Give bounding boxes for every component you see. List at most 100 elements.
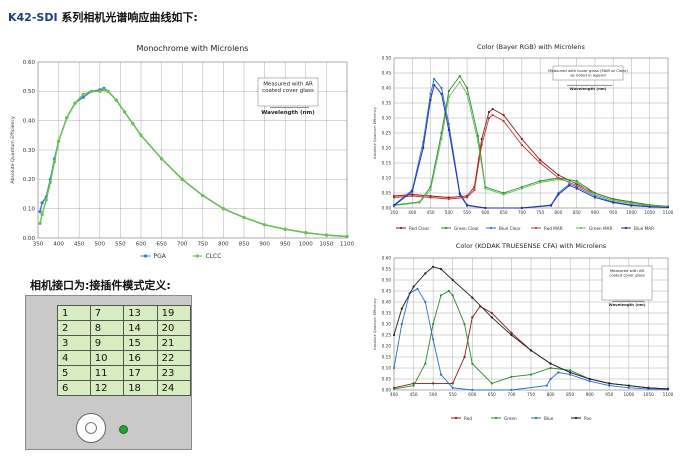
legend-label: Green — [504, 416, 517, 421]
chart-bayer-rgb: Color (Bayer RGB) with Microlens 350 400 45… — [373, 43, 674, 231]
y-tick-label: 0.30 — [382, 115, 392, 120]
data-point — [451, 386, 454, 389]
data-point — [549, 377, 552, 381]
x-tick-label: 650 — [500, 210, 508, 215]
data-point — [575, 181, 578, 184]
legend-marker — [624, 226, 628, 230]
data-point — [38, 221, 42, 225]
x-tick-label: 500 — [445, 210, 453, 215]
data-point — [627, 384, 630, 387]
data-point — [81, 92, 85, 96]
x-axis-label: Wavelength (nm) — [261, 110, 315, 116]
legend-label: PGA — [154, 253, 167, 260]
legend-label: Red MAR — [544, 226, 563, 231]
data-point — [608, 382, 611, 385]
legend-marker — [454, 416, 458, 420]
data-point — [122, 110, 127, 114]
legend-marker — [534, 226, 538, 230]
data-point — [588, 380, 591, 383]
data-point — [412, 285, 415, 288]
data-point — [529, 373, 533, 376]
y-axis-label: Absolute Quantum Efficiency — [373, 298, 377, 350]
x-axis-label: Wavelength (nm) — [609, 302, 646, 307]
pin-cell: 20 — [156, 320, 192, 336]
x-tick-label: 700 — [177, 242, 188, 248]
data-point — [569, 369, 572, 372]
data-point — [630, 204, 633, 207]
data-point — [48, 180, 52, 184]
pin-cell: 6 — [57, 380, 91, 396]
data-point — [422, 146, 425, 150]
legend-marker — [579, 226, 583, 230]
data-point — [648, 205, 651, 208]
annotation-box — [601, 265, 653, 301]
data-point — [102, 88, 106, 92]
data-point — [545, 384, 548, 387]
data-point — [520, 206, 523, 210]
data-point — [432, 382, 435, 385]
data-point — [480, 137, 483, 141]
data-point — [429, 92, 432, 96]
pin-cell: 18 — [123, 380, 158, 396]
data-point — [440, 86, 443, 90]
legend-label: Red — [464, 416, 472, 421]
x-axis-label: Wavelength (nm) — [570, 86, 607, 91]
data-point — [465, 92, 469, 96]
x-tick-label: 450 — [427, 210, 435, 215]
data-point — [424, 272, 427, 275]
legend-marker — [399, 226, 403, 230]
y-tick-label: 0.10 — [382, 365, 392, 370]
data-point — [520, 137, 523, 141]
pin-cell: 23 — [156, 365, 192, 381]
data-point — [487, 110, 491, 114]
legend-label: Blue Clear — [499, 226, 521, 231]
y-tick-label: 0.45 — [382, 288, 392, 293]
data-point — [447, 95, 450, 99]
data-point — [439, 294, 443, 297]
y-tick-label: 0.25 — [382, 332, 392, 337]
x-tick-label: 850 — [573, 210, 581, 215]
x-tick-label: 500 — [429, 392, 437, 397]
legend-label: Blue — [544, 416, 554, 421]
data-point — [608, 384, 611, 387]
data-point — [593, 196, 597, 199]
series-line-pan — [393, 266, 669, 390]
data-point — [81, 95, 85, 99]
legend-marker — [444, 226, 448, 230]
pin-cell: 9 — [89, 335, 125, 351]
data-point — [510, 333, 513, 337]
data-point — [432, 322, 435, 326]
x-tick-label: 1000 — [299, 242, 313, 248]
data-point — [471, 362, 474, 365]
data-point — [160, 157, 164, 161]
pin-cell: 13 — [123, 305, 158, 321]
data-point — [502, 113, 505, 117]
data-point — [539, 181, 542, 184]
x-tick-label: 550 — [115, 242, 126, 248]
data-point — [392, 204, 396, 207]
chart-title: Monochrome with Microlens — [137, 44, 249, 53]
data-point — [490, 382, 493, 385]
y-tick-label: 0.00 — [382, 205, 392, 210]
pin-cell: 2 — [57, 320, 91, 336]
x-tick-label: 450 — [74, 242, 85, 248]
x-tick-label: 800 — [554, 210, 562, 215]
data-point — [392, 387, 396, 390]
x-tick-label: 1100 — [663, 210, 674, 215]
data-point — [627, 386, 630, 389]
data-point — [490, 311, 493, 315]
y-tick-label: 0.30 — [382, 321, 392, 326]
data-point — [433, 77, 436, 81]
chart-truesense-cfa: Color (KODAK TRUESENSE CFA) with Microle… — [373, 242, 674, 421]
pin-cell: 5 — [57, 365, 91, 381]
x-tick-label: 1050 — [644, 210, 655, 215]
legend-label: Pan — [584, 416, 592, 421]
data-point — [502, 119, 505, 123]
x-tick-label: 950 — [280, 242, 291, 248]
connector-panel: 1 7 13 19 2 8 14 20 3 9 15 21 4 10 16 22 5 11 17 23 6 12 18 24 — [25, 295, 192, 450]
data-point — [465, 204, 469, 207]
data-point — [575, 187, 578, 190]
data-point — [593, 193, 597, 196]
data-point — [304, 231, 308, 235]
data-point — [263, 223, 267, 227]
